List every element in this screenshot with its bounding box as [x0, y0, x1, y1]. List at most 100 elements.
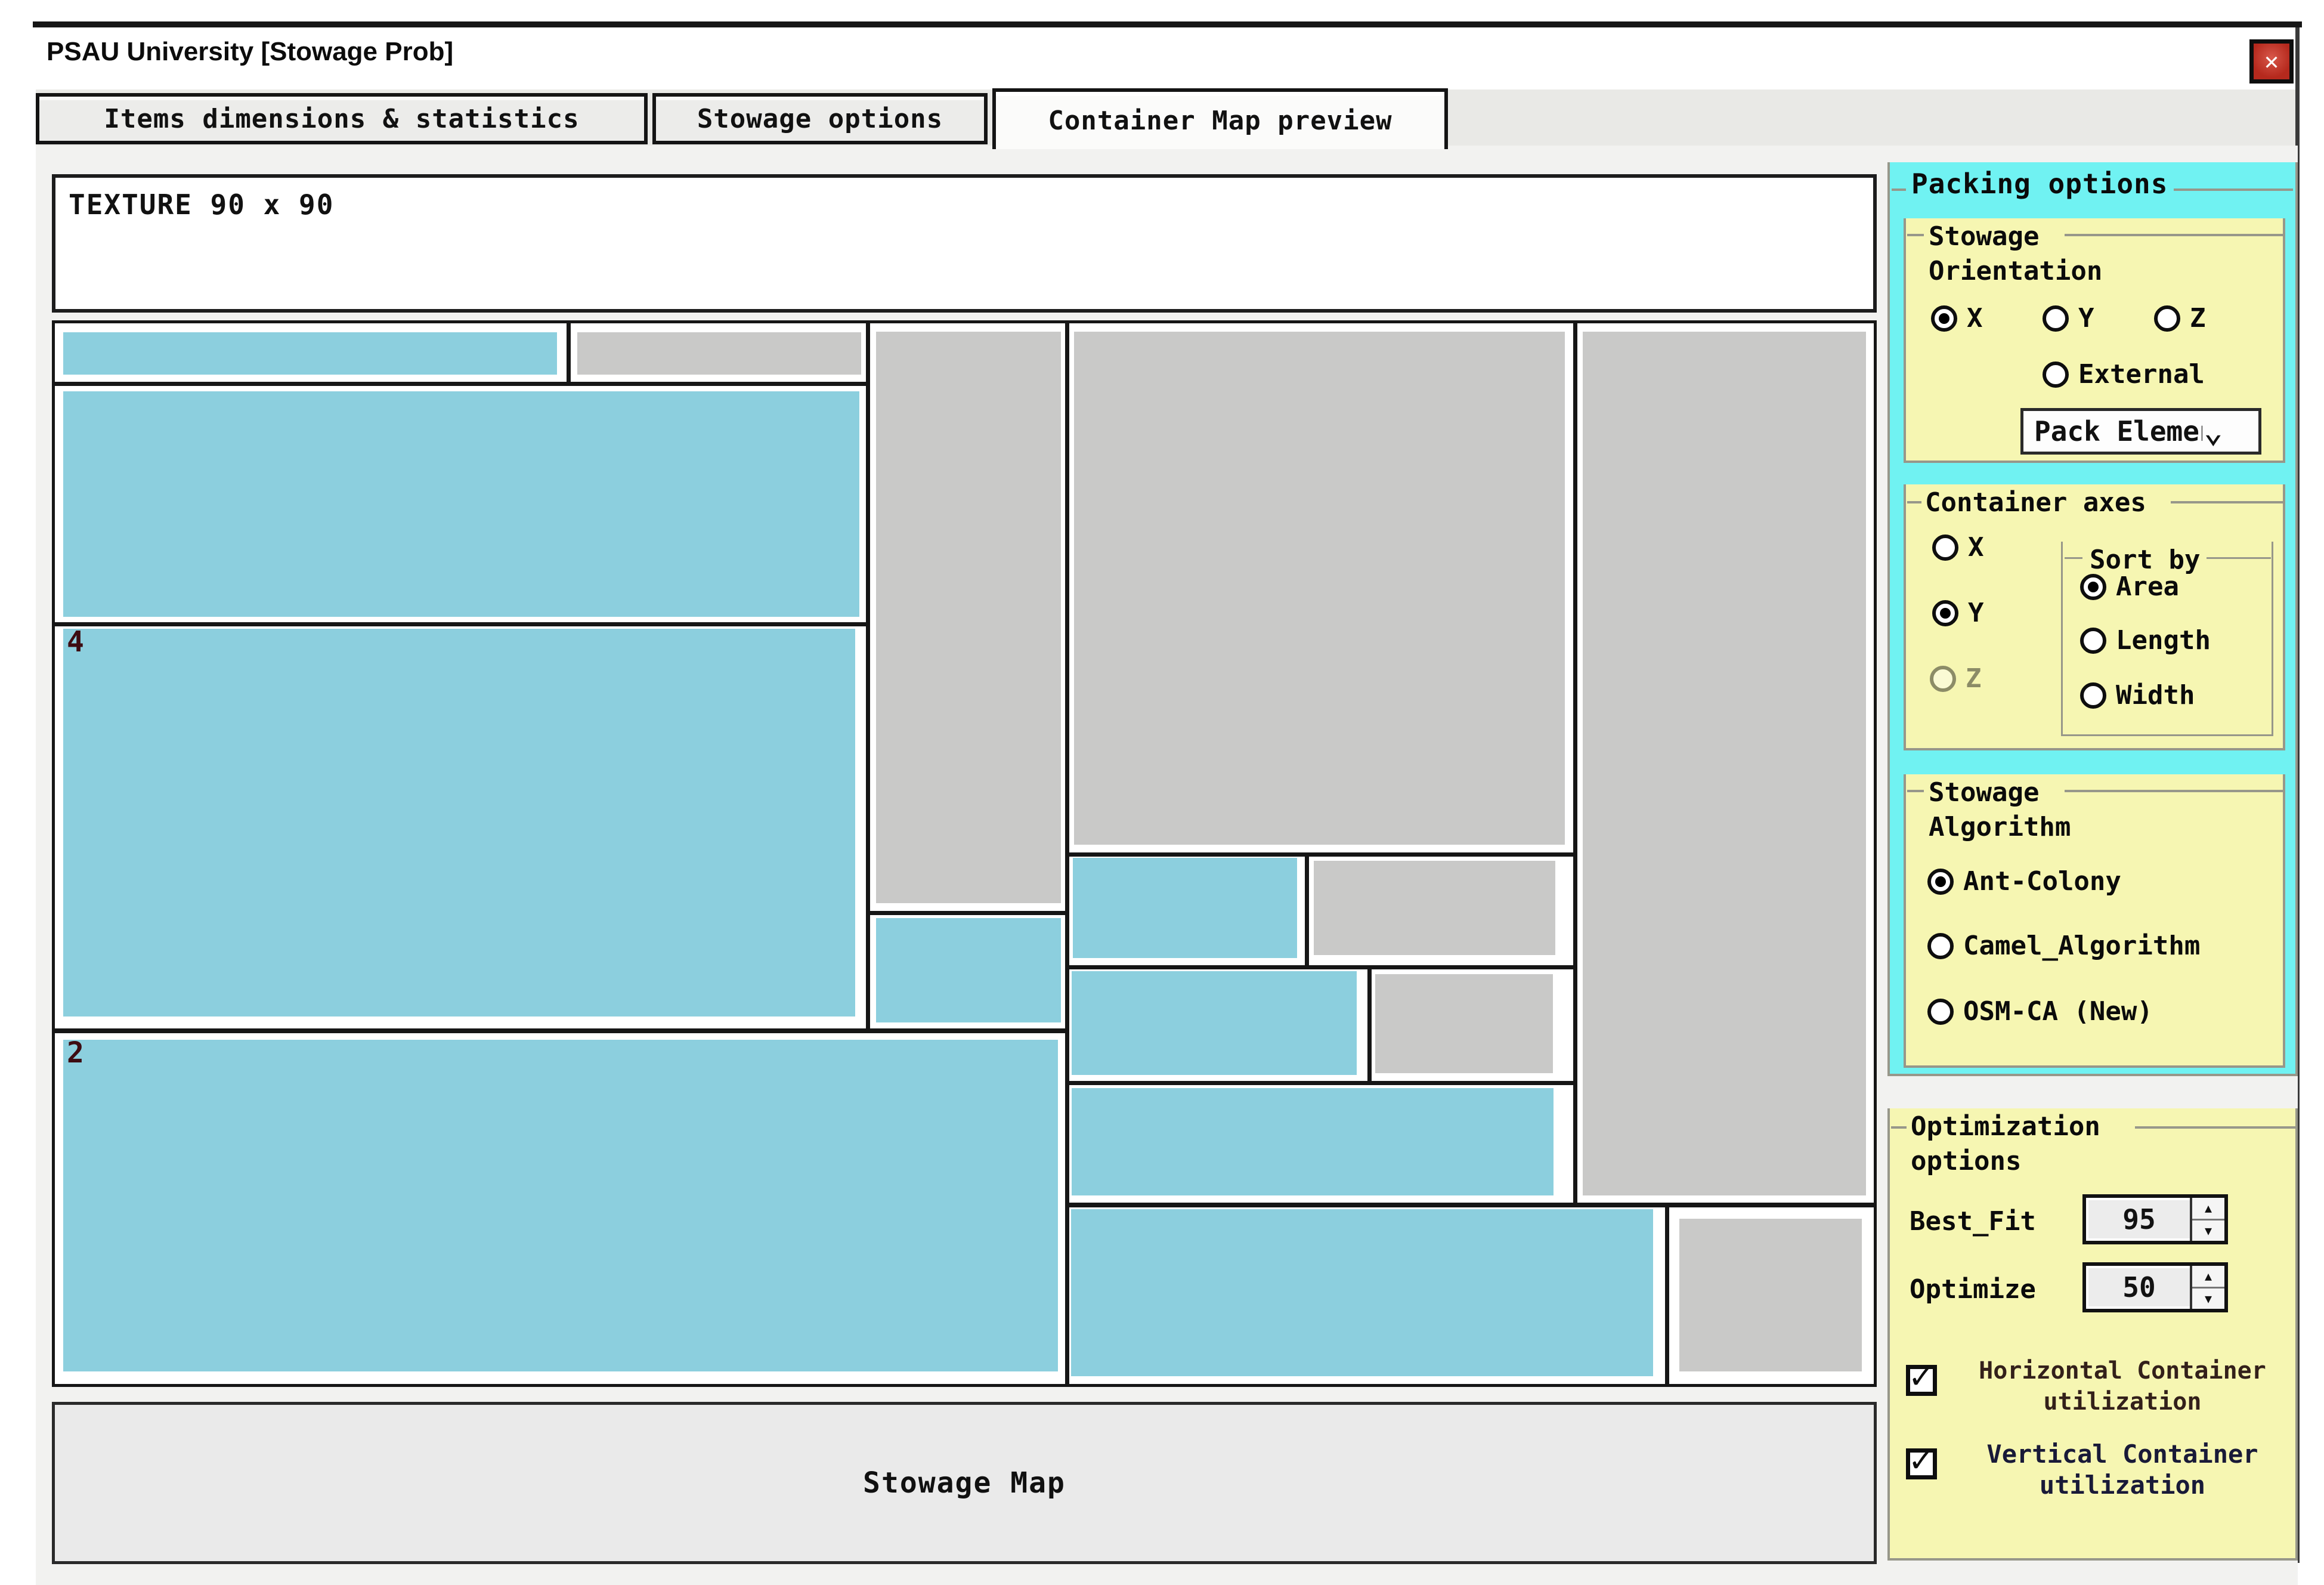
stowage-item-rect — [1073, 858, 1297, 958]
radio-axes-y[interactable]: Y — [1932, 598, 1984, 628]
stowage-item-rect — [1072, 1088, 1554, 1195]
radio-label: Ant-Colony — [1963, 866, 2121, 897]
groupbox-line — [2065, 234, 2283, 236]
groupbox-line — [2065, 557, 2082, 559]
group-title-line: Orientation — [1925, 254, 2106, 289]
radio-axes-x[interactable]: X — [1932, 532, 1984, 563]
radio-axes-z[interactable]: Z — [1930, 663, 1982, 694]
chevron-down-icon: ⌄ — [2204, 412, 2223, 450]
stowage-item-rect — [1072, 971, 1357, 1075]
spin-up-icon[interactable]: ▲ — [2192, 1266, 2224, 1289]
vertical-utilization-checkbox[interactable]: ✓ — [1906, 1442, 1937, 1479]
vertical-utilization-label: Vertical Container utilization — [1949, 1439, 2296, 1501]
group-optimization-options — [1887, 1108, 2298, 1561]
radio-icon — [2080, 682, 2106, 709]
groupbox-line — [1907, 234, 1924, 236]
label-line: Horizontal Container — [1979, 1357, 2266, 1385]
stowage-item-rect — [1071, 1209, 1653, 1376]
groupbox-line — [2135, 1126, 2295, 1129]
map-grid-line — [1065, 1203, 1874, 1207]
window-top-border — [33, 21, 2302, 27]
stowage-item-rect — [876, 918, 1061, 1022]
pack-elements-dropdown[interactable]: Pack Elemen ⌄ — [2020, 408, 2261, 455]
packing-options-title: Packing options — [1911, 168, 2168, 200]
spin-down-icon[interactable]: ▼ — [2192, 1220, 2224, 1241]
groupbox-line — [1907, 501, 1921, 503]
stowage-free-rect — [1314, 861, 1555, 955]
radio-label: X — [1968, 532, 1984, 563]
radio-orientation-y[interactable]: Y — [2043, 303, 2094, 333]
close-icon: ✕ — [2264, 48, 2279, 75]
radio-icon — [2080, 573, 2106, 600]
group-title: Sort by — [2086, 543, 2204, 577]
spin-up-icon[interactable]: ▲ — [2192, 1198, 2224, 1221]
radio-icon — [1931, 305, 1957, 332]
radio-sort-area[interactable]: Area — [2080, 571, 2179, 602]
radio-icon — [1927, 868, 1954, 895]
spinner-buttons: ▲ ▼ — [2190, 1266, 2224, 1309]
group-title-line: options — [1907, 1144, 2025, 1179]
tab-stowage-options[interactable]: Stowage options — [652, 93, 988, 144]
radio-icon — [1932, 600, 1958, 626]
spin-down-icon[interactable]: ▼ — [2192, 1288, 2224, 1309]
stowage-item-rect — [63, 391, 859, 617]
stowage-item-number: 2 — [67, 1036, 84, 1070]
map-grid-line — [1065, 1081, 1577, 1085]
radio-label: Area — [2116, 571, 2179, 602]
stowage-free-rect — [876, 332, 1061, 903]
radio-orientation-external[interactable]: External — [2043, 359, 2205, 390]
radio-icon — [1930, 665, 1956, 692]
radio-algorithm-camel[interactable]: Camel_Algorithm — [1927, 931, 2200, 961]
radio-icon — [1932, 534, 1958, 561]
stowage-item-number: 4 — [67, 625, 84, 659]
radio-label: Y — [1968, 598, 1984, 628]
map-grid-line — [567, 323, 571, 382]
radio-icon — [2043, 361, 2069, 388]
map-grid-line — [1065, 965, 1577, 969]
map-grid-line — [1665, 1203, 1669, 1384]
radio-label: Length — [2116, 625, 2211, 656]
radio-sort-length[interactable]: Length — [2080, 625, 2211, 656]
map-grid-line — [1367, 965, 1372, 1085]
map-grid-line — [55, 622, 866, 626]
texture-panel: TEXTURE 90 x 90 — [52, 174, 1877, 313]
stowage-item-rect: 4 — [63, 625, 855, 1016]
dropdown-value: Pack Elemen — [2034, 415, 2202, 447]
map-grid-line — [55, 382, 867, 386]
radio-icon — [2154, 305, 2180, 332]
map-grid-line — [55, 1028, 1069, 1033]
radio-label: Y — [2078, 303, 2094, 333]
stowage-free-rect — [1679, 1219, 1862, 1371]
radio-label: OSM-CA (New) — [1963, 996, 2153, 1027]
tab-items-dimensions[interactable]: Items dimensions & statistics — [36, 93, 648, 144]
radio-label: Z — [2190, 303, 2206, 333]
radio-icon — [2080, 627, 2106, 654]
radio-algorithm-ant-colony[interactable]: Ant-Colony — [1927, 866, 2121, 897]
radio-label: Width — [2116, 680, 2195, 710]
stowage-item-rect — [63, 332, 557, 375]
map-grid-line — [1305, 852, 1309, 969]
stowage-free-rect — [577, 332, 861, 375]
best-fit-spinner[interactable]: 95 ▲ ▼ — [2082, 1194, 2228, 1244]
optimize-spinner[interactable]: 50 ▲ ▼ — [2082, 1262, 2228, 1312]
stowage-free-rect — [1583, 332, 1866, 1195]
stowage-free-rect — [1074, 332, 1565, 845]
label-line: utilization — [2043, 1388, 2202, 1416]
tab-label: Items dimensions & statistics — [104, 103, 580, 134]
radio-algorithm-osm-ca[interactable]: OSM-CA (New) — [1927, 996, 2153, 1027]
label-line: Vertical Container — [1986, 1439, 2258, 1469]
close-button[interactable]: ✕ — [2249, 39, 2294, 84]
radio-sort-width[interactable]: Width — [2080, 680, 2195, 710]
horizontal-utilization-checkbox[interactable]: ✓ — [1906, 1358, 1937, 1396]
map-grid-line — [1573, 323, 1577, 1204]
groupbox-line — [1892, 189, 1906, 191]
stowage-free-rect — [1375, 974, 1553, 1073]
check-icon: ✓ — [1910, 1355, 1932, 1397]
tab-container-map-preview[interactable]: Container Map preview — [992, 88, 1448, 149]
group-title-line: Stowage — [1925, 775, 2043, 810]
radio-orientation-x[interactable]: X — [1931, 303, 1983, 333]
stowage-item-rect: 2 — [63, 1036, 1058, 1371]
radio-orientation-z[interactable]: Z — [2154, 303, 2206, 333]
groupbox-line — [2207, 557, 2271, 559]
